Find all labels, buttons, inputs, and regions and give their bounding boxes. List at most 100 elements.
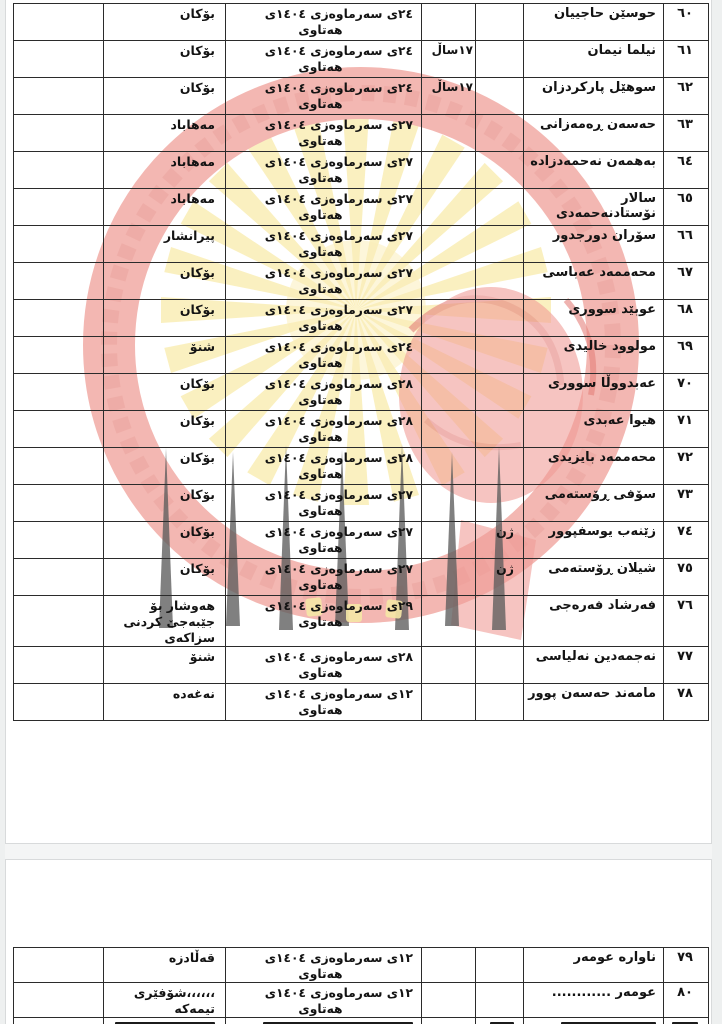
cell-place: قەڵادزە (103, 947, 226, 983)
cell-name: حوسێن حاجییان (523, 3, 664, 41)
table-row: ٦٦ سۆران دورجدور ٢٧ی سەرماوەزی ١٤٠٤ی هەتاوی… (13, 225, 709, 263)
cell-place: مەهاباد (103, 151, 226, 189)
arrest-date: ٢٧ی سەرماوەزی ١٤٠٤ی (264, 562, 413, 576)
cell-date: ٢٧ی سەرماوەزی ١٤٠٤ی هەتاوی (225, 521, 422, 559)
cell-place: پیرانشار (103, 225, 226, 263)
cell-name: سۆفی ڕۆستەمی (523, 484, 664, 522)
cell-age: ١٧ساڵ (421, 77, 476, 115)
cell-index-number: ٦٥ (663, 188, 709, 226)
cell-gender (475, 373, 524, 411)
calendar-era: هەتاوی (298, 615, 343, 629)
cell-date: ٢٧ی سەرماوەزی ١٤٠٤ی هەتاوی (225, 225, 422, 263)
arrest-date: ١٢ی سەرماوەزی ١٤٠٤ی (264, 951, 413, 965)
cell-age (421, 114, 476, 152)
cell-date: ٢٧ی سەرماوەزی ١٤٠٤ی هەتاوی (225, 151, 422, 189)
cell-date: ٢٨ی سەرماوەزی ١٤٠٤ی هەتاوی (225, 410, 422, 448)
cell-place: بۆکان (103, 3, 226, 41)
cell-index-number: ٦١ (663, 40, 709, 78)
table-row: ٧٤ زێنەب یوسفپوور ژن ٢٧ی سەرماوەزی ١٤٠٤ی هەت… (13, 521, 709, 559)
table-row: ٧٩ ناوارە عومەر ١٢ی سەرماوەزی ١٤٠٤ی هەتاوی ق… (13, 947, 709, 983)
cell-place: بۆکان (103, 299, 226, 337)
cell-blank (13, 40, 104, 78)
cell-blank (13, 77, 104, 115)
arrest-date: ٢٤ی سەرماوەزی ١٤٠٤ی (264, 44, 413, 58)
arrest-date: ٢٧ی سەرماوەزی ١٤٠٤ی (264, 266, 413, 280)
cell-place: بۆکان (103, 484, 226, 522)
detainees-table-page1: ٦٠ حوسێن حاجییان ٢٤ی سەرماوەزی ١٤٠٤ی هەتاوی… (13, 3, 709, 721)
cell-gender (475, 947, 524, 983)
cell-date: ٢٧ی سەرماوەزی ١٤٠٤ی هەتاوی (225, 558, 422, 596)
table-row: ٦٤ بەهمەن نەحمەدزادە ٢٧ی سەرماوەزی ١٤٠٤ی هە… (13, 151, 709, 189)
cell-gender (475, 1017, 524, 1024)
cell-blank (13, 484, 104, 522)
table-row: ٦٢ سوهێل پارکردزان ١٧ساڵ ٢٤ی سەرماوەزی ١٤٠٤… (13, 77, 709, 115)
cell-name: حەسەن ڕەمەزانی (523, 114, 664, 152)
cell-age (421, 484, 476, 522)
table-row: ٦٩ مولوود خالیدی ٢٤ی سەرماوەزی ١٤٠٤ی هەتاوی… (13, 336, 709, 374)
cell-name: ناوارە عومەر (523, 947, 664, 983)
cell-gender: ژن (475, 521, 524, 559)
cell-age (421, 646, 476, 684)
cell-blank (13, 683, 104, 721)
detainees-table-page2: ٧٩ ناوارە عومەر ١٢ی سەرماوەزی ١٤٠٤ی هەتاوی ق… (13, 947, 709, 1024)
cell-date: ٢٧ی سەرماوەزی ١٤٠٤ی هەتاوی (225, 114, 422, 152)
cell-blank (13, 982, 104, 1018)
cell-age (421, 521, 476, 559)
cell-gender (475, 299, 524, 337)
calendar-era: هەتاوی (298, 393, 343, 407)
document-page-2: ٧٩ ناوارە عومەر ١٢ی سەرماوەزی ١٤٠٤ی هەتاوی ق… (5, 859, 712, 1024)
cell-name: سالار نۆستادنەحمەدی (523, 188, 664, 226)
table-row-partial-clipped (13, 1017, 709, 1024)
cell-name: مولوود خالیدی (523, 336, 664, 374)
table-row: ٦١ نیلما نیمان ١٧ساڵ ٢٤ی سەرماوەزی ١٤٠٤ی هەت… (13, 40, 709, 78)
cell-date: ٢٨ی سەرماوەزی ١٤٠٤ی هەتاوی (225, 646, 422, 684)
arrest-date: ١٢ی سەرماوەزی ١٤٠٤ی (264, 986, 413, 1000)
calendar-era: هەتاوی (298, 967, 343, 981)
cell-index-number: ٦٤ (663, 151, 709, 189)
table-row: ٧٠ عەبدووڵا سووری ٢٨ی سەرماوەزی ١٤٠٤ی هەتاو… (13, 373, 709, 411)
cell-gender (475, 683, 524, 721)
cell-date (225, 1017, 422, 1024)
cell-date: ٢٤ی سەرماوەزی ١٤٠٤ی هەتاوی (225, 336, 422, 374)
cell-date: ٢٤ی سەرماوەزی ١٤٠٤ی هەتاوی (225, 3, 422, 41)
page-break-gap (5, 844, 712, 859)
cell-index-number: ٨٠ (663, 982, 709, 1018)
calendar-era: هەتاوی (298, 319, 343, 333)
cell-age: ١٧ساڵ (421, 40, 476, 78)
cell-gender (475, 114, 524, 152)
calendar-era: هەتاوی (298, 703, 343, 717)
cell-place: بۆکان (103, 521, 226, 559)
cell-index-number: ٦٧ (663, 262, 709, 300)
cell-place: بۆکان (103, 558, 226, 596)
arrest-date: ٢٨ی سەرماوەزی ١٤٠٤ی (264, 451, 413, 465)
cell-gender (475, 410, 524, 448)
cell-blank (13, 410, 104, 448)
calendar-era: هەتاوی (298, 97, 343, 111)
cell-blank (13, 1017, 104, 1024)
cell-index-number: ٦٣ (663, 114, 709, 152)
cell-blank (13, 947, 104, 983)
cell-date: ١٢ی سەرماوەزی ١٤٠٤ی هەتاوی (225, 683, 422, 721)
cell-age (421, 595, 476, 647)
cell-name: سوهێل پارکردزان (523, 77, 664, 115)
cell-blank (13, 299, 104, 337)
cell-gender (475, 484, 524, 522)
cell-date: ١٢ی سەرماوەزی ١٤٠٤ی هەتاوی (225, 982, 422, 1018)
cell-age (421, 447, 476, 485)
cell-age (421, 336, 476, 374)
cell-blank (13, 3, 104, 41)
cell-index-number: ٧٦ (663, 595, 709, 647)
cell-gender (475, 3, 524, 41)
calendar-era: هەتاوی (298, 1002, 343, 1016)
calendar-era: هەتاوی (298, 467, 343, 481)
cell-age (421, 410, 476, 448)
cell-name: سۆران دورجدور (523, 225, 664, 263)
cell-age (421, 683, 476, 721)
cell-name: محەممەد عەباسی (523, 262, 664, 300)
table-row: ٦٠ حوسێن حاجییان ٢٤ی سەرماوەزی ١٤٠٤ی هەتاوی… (13, 3, 709, 41)
cell-name: زێنەب یوسفپوور (523, 521, 664, 559)
cell-place (103, 1017, 226, 1024)
calendar-era: هەتاوی (298, 666, 343, 680)
cell-gender: ژن (475, 558, 524, 596)
